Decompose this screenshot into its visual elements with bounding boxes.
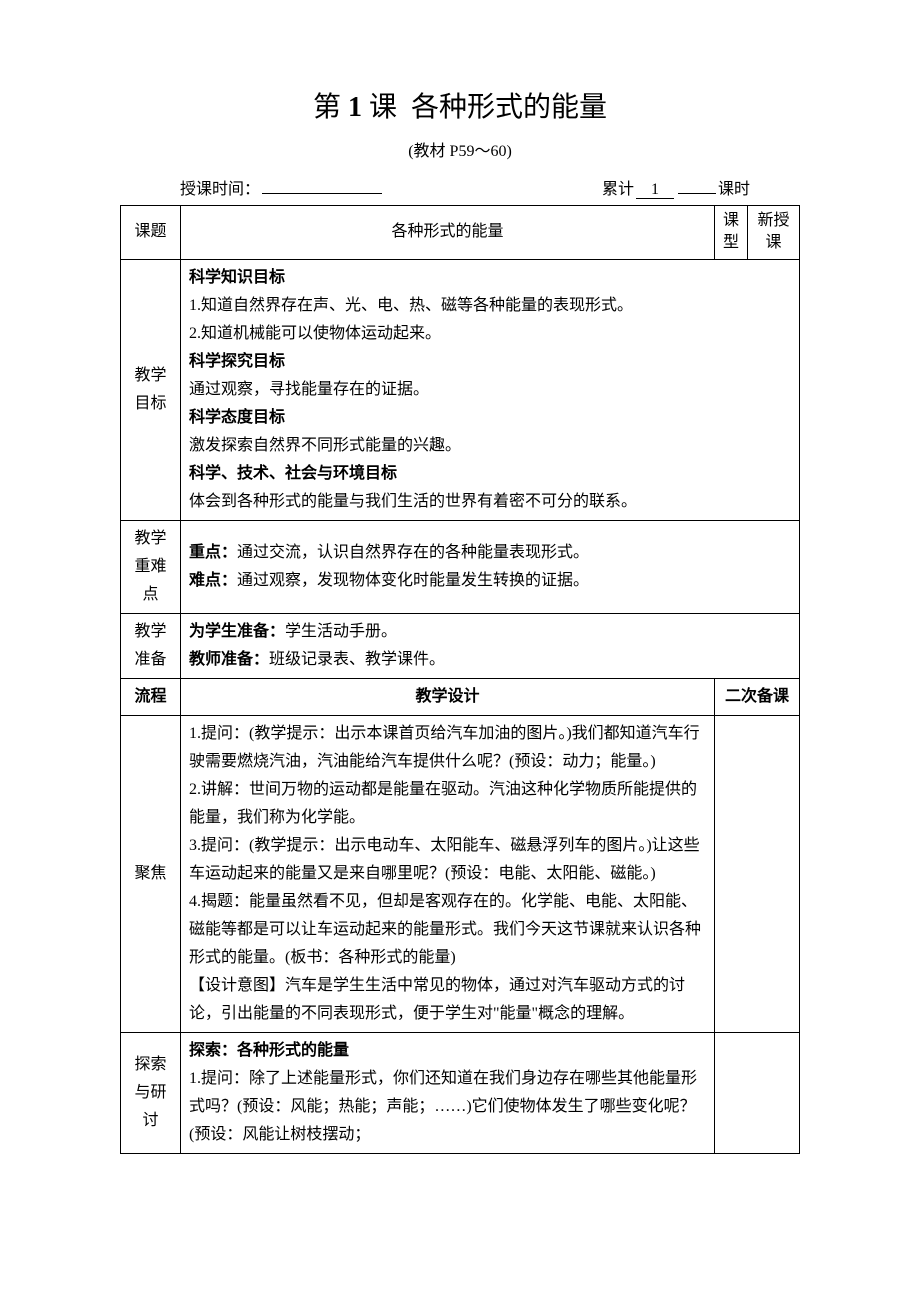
focus-p1: 1.提问：(教学提示：出示本课首页给汽车加油的图片。)我们都知道汽车行驶需要燃烧…	[189, 720, 706, 776]
row-keypoint: 教学重难点 重点：通过交流，认识自然界存在的各种能量表现形式。 难点：通过观察，…	[121, 520, 800, 613]
nd-text: 通过观察，发现物体变化时能量发生转换的证据。	[237, 572, 589, 589]
goals-label: 教学目标	[121, 259, 181, 520]
title-suffix: 各种形式的能量	[411, 92, 607, 123]
explore-beike	[714, 1032, 799, 1153]
goals-h3: 科学态度目标	[189, 404, 791, 432]
kexing-label: 课型	[714, 206, 747, 260]
keti-value: 各种形式的能量	[181, 206, 715, 260]
flow-c3: 二次备课	[714, 678, 799, 715]
teach-time-label: 授课时间：	[180, 175, 260, 199]
lesson-title: 第 1 课 各种形式的能量	[120, 85, 800, 125]
accum-value: 1	[636, 181, 674, 199]
focus-content: 1.提问：(教学提示：出示本课首页给汽车加油的图片。)我们都知道汽车行驶需要燃烧…	[181, 715, 715, 1032]
teach-time-blank	[262, 176, 382, 194]
prep-t-text: 班级记录表、教学课件。	[269, 651, 445, 668]
meta-left: 授课时间：	[180, 175, 384, 199]
row-focus: 聚焦 1.提问：(教学提示：出示本课首页给汽车加油的图片。)我们都知道汽车行驶需…	[121, 715, 800, 1032]
period-label: 课时	[718, 175, 750, 199]
row-flow-header: 流程 教学设计 二次备课	[121, 678, 800, 715]
prep-label: 教学准备	[121, 613, 181, 678]
accum-blank	[678, 176, 716, 194]
meta-right: 累计 1 课时	[602, 175, 750, 199]
focus-beike	[714, 715, 799, 1032]
focus-p4: 4.揭题：能量虽然看不见，但却是客观存在的。化学能、电能、太阳能、磁能等都是可以…	[189, 888, 706, 972]
row-prep: 教学准备 为学生准备：学生活动手册。 教师准备：班级记录表、教学课件。	[121, 613, 800, 678]
explore-content: 探索：各种形式的能量 1.提问：除了上述能量形式，你们还知道在我们身边存在哪些其…	[181, 1032, 715, 1153]
goals-h1: 科学知识目标	[189, 264, 791, 292]
kexing-value: 新授课	[748, 206, 800, 260]
title-prefix: 第	[313, 92, 341, 123]
goals-p5: 体会到各种形式的能量与我们生活的世界有着密不可分的联系。	[189, 488, 791, 516]
explore-h: 探索：各种形式的能量	[189, 1037, 706, 1065]
meta-row: 授课时间： 累计 1 课时	[120, 175, 800, 199]
zd-text: 通过交流，认识自然界存在的各种能量表现形式。	[237, 544, 589, 561]
goals-p1: 1.知道自然界存在声、光、电、热、磁等各种能量的表现形式。	[189, 292, 791, 320]
focus-p5: 【设计意图】汽车是学生生活中常见的物体，通过对汽车驱动方式的讨论，引出能量的不同…	[189, 972, 706, 1028]
row-keti: 课题 各种形式的能量 课型 新授课	[121, 206, 800, 260]
keti-label: 课题	[121, 206, 181, 260]
prep-s-label: 为学生准备：	[189, 623, 285, 640]
goals-p3: 通过观察，寻找能量存在的证据。	[189, 376, 791, 404]
keypoint-label: 教学重难点	[121, 520, 181, 613]
prep-s-text: 学生活动手册。	[285, 623, 397, 640]
focus-p3: 3.提问：(教学提示：出示电动车、太阳能车、磁悬浮列车的图片。)让这些车运动起来…	[189, 832, 706, 888]
goals-h4: 科学、技术、社会与环境目标	[189, 460, 791, 488]
prep-content: 为学生准备：学生活动手册。 教师准备：班级记录表、教学课件。	[181, 613, 800, 678]
focus-p2: 2.讲解：世间万物的运动都是能量在驱动。汽油这种化学物质所能提供的能量，我们称为…	[189, 776, 706, 832]
row-explore: 探索与研讨 探索：各种形式的能量 1.提问：除了上述能量形式，你们还知道在我们身…	[121, 1032, 800, 1153]
nd-label: 难点：	[189, 572, 237, 589]
explore-p1: 1.提问：除了上述能量形式，你们还知道在我们身边存在哪些其他能量形式吗？(预设：…	[189, 1065, 706, 1149]
lesson-table: 课题 各种形式的能量 课型 新授课 教学目标 科学知识目标 1.知道自然界存在声…	[120, 205, 800, 1154]
flow-c1: 流程	[121, 678, 181, 715]
title-mid: 课	[369, 92, 397, 123]
lesson-subtitle: (教材 P59～60)	[120, 137, 800, 161]
focus-label: 聚焦	[121, 715, 181, 1032]
accum-label: 累计	[602, 175, 634, 199]
prep-t-label: 教师准备：	[189, 651, 269, 668]
row-goals: 教学目标 科学知识目标 1.知道自然界存在声、光、电、热、磁等各种能量的表现形式…	[121, 259, 800, 520]
goals-p4: 激发探索自然界不同形式能量的兴趣。	[189, 432, 791, 460]
keypoint-content: 重点：通过交流，认识自然界存在的各种能量表现形式。 难点：通过观察，发现物体变化…	[181, 520, 800, 613]
zd-label: 重点：	[189, 544, 237, 561]
goals-content: 科学知识目标 1.知道自然界存在声、光、电、热、磁等各种能量的表现形式。 2.知…	[181, 259, 800, 520]
goals-h2: 科学探究目标	[189, 348, 791, 376]
goals-p2: 2.知道机械能可以使物体运动起来。	[189, 320, 791, 348]
title-number: 1	[348, 92, 362, 123]
flow-c2: 教学设计	[181, 678, 715, 715]
explore-label: 探索与研讨	[121, 1032, 181, 1153]
